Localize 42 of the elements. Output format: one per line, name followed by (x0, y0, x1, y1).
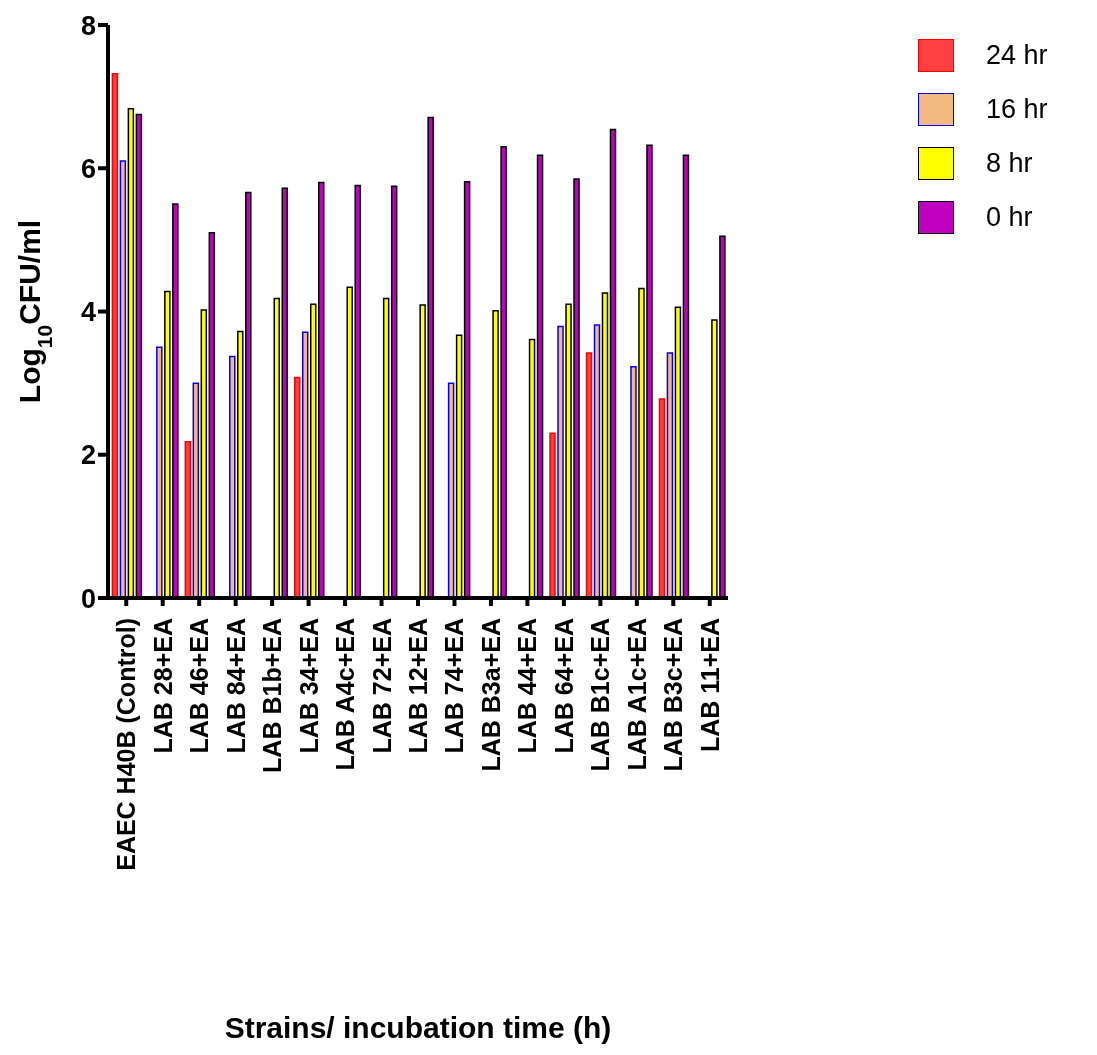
bar (156, 346, 163, 598)
x-tick-label: LAB 11+EA (695, 618, 724, 753)
bar (184, 441, 192, 598)
y-tick-label: 2 (80, 440, 96, 471)
bar (666, 352, 674, 598)
bar (229, 355, 236, 598)
x-tick-label: LAB 84+EA (221, 618, 250, 754)
bar (119, 160, 127, 598)
x-tick-label: LAB 46+EA (185, 618, 214, 754)
x-tick-label: LAB A4c+EA (331, 618, 360, 771)
bar (658, 398, 666, 598)
x-tick-label: LAB 12+EA (404, 618, 432, 754)
x-tick-label: LAB 28+EA (148, 618, 177, 754)
x-tick-label: LAB B3a+EA (476, 618, 505, 772)
bar (593, 324, 601, 598)
bar (301, 331, 309, 598)
x-axis-title: Strains/ incubation time (h) (224, 1011, 612, 1044)
legend-label: 24 hr (986, 39, 1048, 71)
y-tick-label: 8 (80, 10, 96, 41)
bar (192, 382, 200, 598)
x-tick-label: LAB 64+EA (549, 618, 578, 754)
bar (549, 432, 556, 598)
y-tick-label: 6 (80, 153, 96, 184)
x-tick-label: LAB 72+EA (367, 618, 396, 754)
x-tick-label: LAB 74+EA (440, 618, 469, 754)
x-tick-label: LAB 44+EA (513, 618, 542, 754)
x-tick-label: LAB B3c+EA (659, 618, 688, 772)
x-tick-label: LAB A1c+EA (622, 618, 651, 771)
legend-label: 8 hr (986, 147, 1033, 179)
x-tick-label: EAEC H40B (Control) (112, 618, 141, 871)
y-tick-label: 4 (80, 297, 96, 328)
bar (630, 365, 637, 598)
legend-label: 16 hr (986, 93, 1048, 125)
x-tick-label: LAB 34+EA (294, 618, 323, 754)
y-tick-label: 0 (80, 583, 96, 614)
bar (585, 352, 593, 598)
bar (447, 382, 455, 598)
bar (293, 376, 301, 598)
legend-label: 0 hr (986, 201, 1033, 233)
x-tick-label: LAB B1c+EA (586, 618, 615, 772)
x-tick-label: LAB B1b+EA (258, 618, 287, 773)
bar (557, 325, 564, 598)
